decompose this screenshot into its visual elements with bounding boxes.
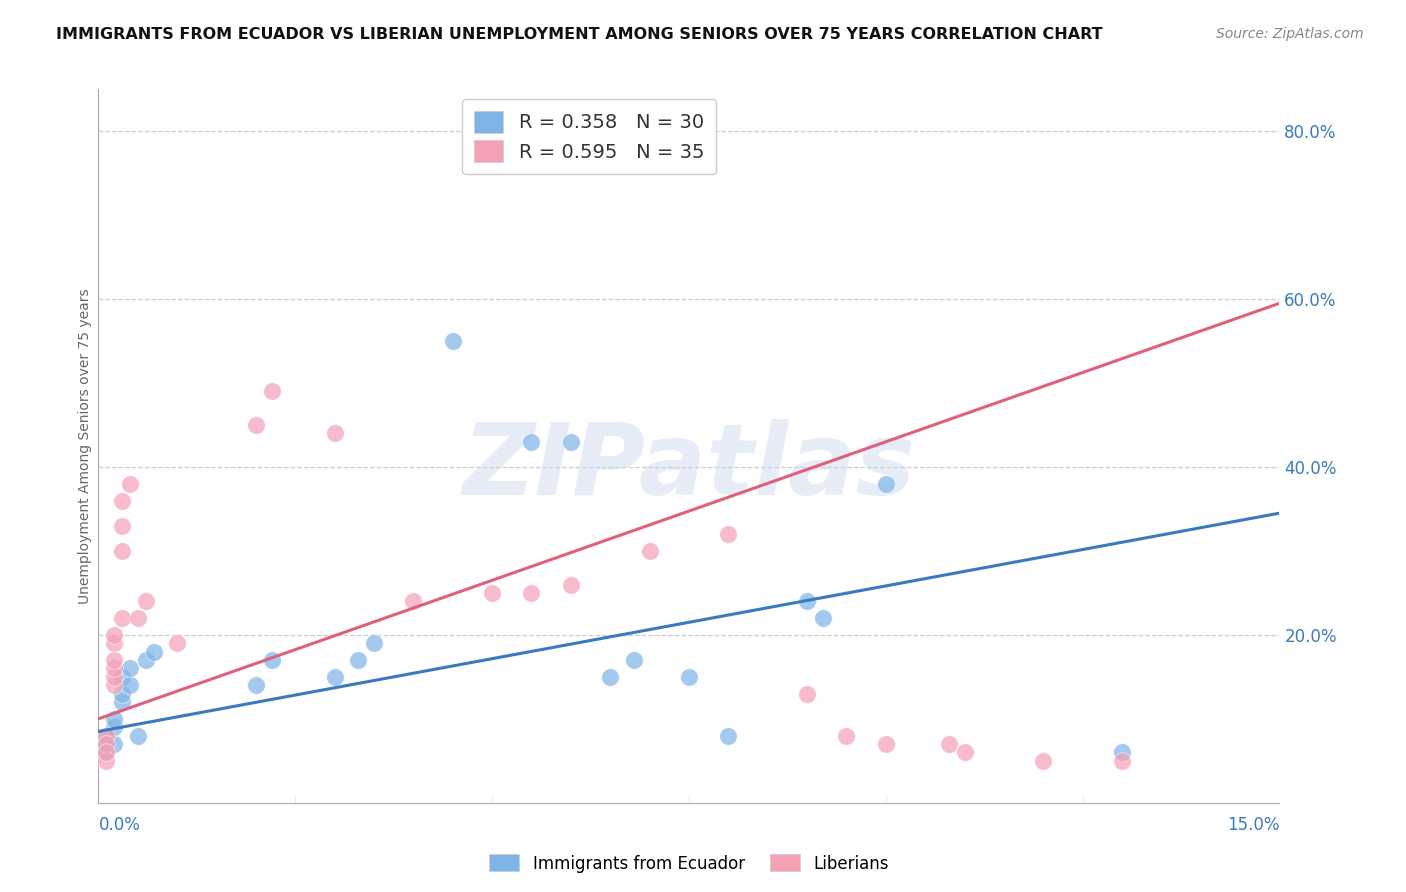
Point: [1111, 746, 1133, 760]
Point: [638, 544, 661, 558]
Point: [111, 670, 134, 684]
Point: [347, 653, 370, 667]
Point: [111, 518, 134, 533]
Point: [103, 720, 125, 734]
Point: [678, 670, 700, 684]
Point: [796, 687, 818, 701]
Point: [103, 678, 125, 692]
Point: [245, 417, 267, 432]
Point: [111, 493, 134, 508]
Point: [103, 737, 125, 751]
Point: [260, 653, 283, 667]
Text: IMMIGRANTS FROM ECUADOR VS LIBERIAN UNEMPLOYMENT AMONG SENIORS OVER 75 YEARS COR: IMMIGRANTS FROM ECUADOR VS LIBERIAN UNEM…: [56, 27, 1102, 42]
Point: [678, 158, 700, 172]
Point: [441, 334, 464, 348]
Point: [96, 746, 118, 760]
Point: [323, 670, 346, 684]
Text: 0.0%: 0.0%: [98, 816, 141, 834]
Point: [96, 729, 118, 743]
Text: ZIPatlas: ZIPatlas: [463, 419, 915, 516]
Point: [127, 611, 149, 625]
Point: [560, 577, 582, 591]
Point: [103, 636, 125, 650]
Point: [520, 434, 543, 449]
Point: [835, 729, 858, 743]
Point: [323, 426, 346, 441]
Point: [717, 729, 740, 743]
Point: [103, 628, 125, 642]
Point: [166, 636, 188, 650]
Point: [560, 434, 582, 449]
Point: [260, 384, 283, 399]
Point: [103, 661, 125, 675]
Point: [135, 594, 157, 608]
Point: [142, 645, 165, 659]
Point: [599, 670, 621, 684]
Legend: R = 0.358   N = 30, R = 0.595   N = 35: R = 0.358 N = 30, R = 0.595 N = 35: [463, 99, 716, 174]
Point: [111, 611, 134, 625]
Point: [111, 695, 134, 709]
Point: [96, 737, 118, 751]
Text: Source: ZipAtlas.com: Source: ZipAtlas.com: [1216, 27, 1364, 41]
Point: [938, 737, 960, 751]
Point: [811, 611, 834, 625]
Text: 15.0%: 15.0%: [1227, 816, 1279, 834]
Point: [96, 737, 118, 751]
Point: [96, 729, 118, 743]
Point: [402, 594, 425, 608]
Point: [103, 712, 125, 726]
Y-axis label: Unemployment Among Seniors over 75 years: Unemployment Among Seniors over 75 years: [79, 288, 93, 604]
Point: [111, 687, 134, 701]
Point: [118, 476, 141, 491]
Point: [245, 678, 267, 692]
Point: [875, 737, 897, 751]
Point: [103, 670, 125, 684]
Point: [118, 661, 141, 675]
Point: [875, 476, 897, 491]
Point: [796, 594, 818, 608]
Point: [717, 527, 740, 541]
Legend: Immigrants from Ecuador, Liberians: Immigrants from Ecuador, Liberians: [482, 847, 896, 880]
Point: [96, 746, 118, 760]
Point: [623, 653, 645, 667]
Point: [1032, 754, 1054, 768]
Point: [481, 586, 503, 600]
Point: [103, 653, 125, 667]
Point: [953, 746, 976, 760]
Point: [1111, 754, 1133, 768]
Point: [111, 544, 134, 558]
Point: [363, 636, 385, 650]
Point: [96, 754, 118, 768]
Point: [127, 729, 149, 743]
Point: [520, 586, 543, 600]
Point: [135, 653, 157, 667]
Point: [118, 678, 141, 692]
